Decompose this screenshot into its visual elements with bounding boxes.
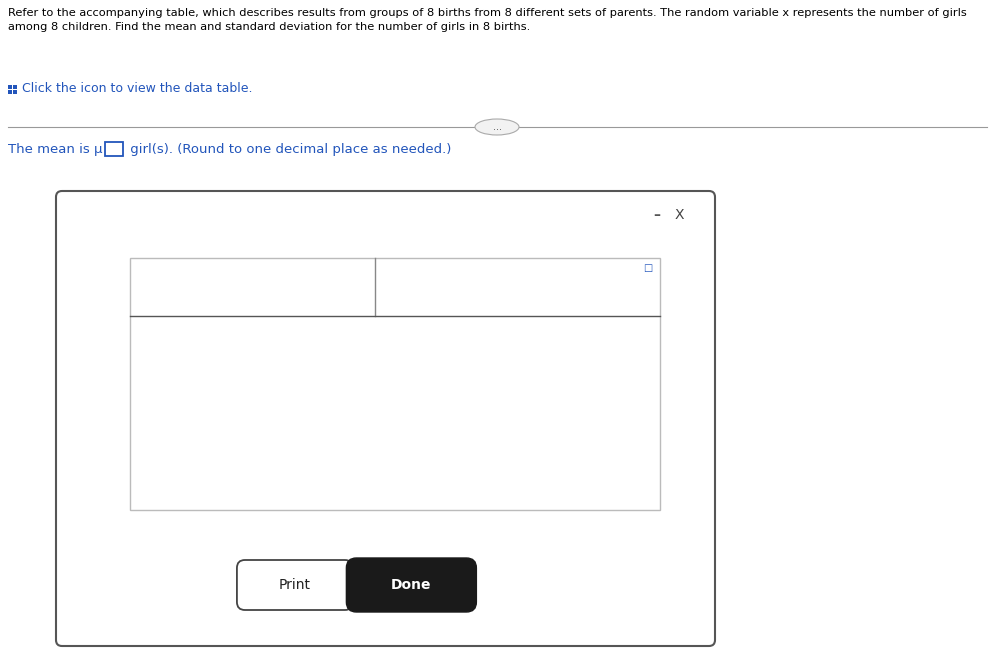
Text: Done: Done bbox=[391, 578, 431, 592]
Text: 0.219: 0.219 bbox=[426, 395, 462, 408]
Bar bbox=[130, 258, 659, 510]
Text: 0.005: 0.005 bbox=[426, 502, 462, 515]
Text: ...: ... bbox=[492, 122, 501, 132]
Bar bbox=[13, 90, 17, 94]
Bar bbox=[13, 85, 17, 89]
Text: 8: 8 bbox=[285, 502, 293, 515]
Text: 0.103: 0.103 bbox=[426, 373, 462, 386]
Text: 0.028: 0.028 bbox=[426, 480, 462, 493]
Text: □: □ bbox=[643, 263, 652, 273]
Text: 0.102: 0.102 bbox=[426, 459, 462, 472]
Text: 0.301: 0.301 bbox=[426, 416, 462, 429]
Text: 0.029: 0.029 bbox=[426, 352, 462, 365]
Text: 0.002: 0.002 bbox=[426, 330, 462, 343]
Text: Click the icon to view the data table.: Click the icon to view the data table. bbox=[22, 82, 252, 95]
Bar bbox=[8, 90, 12, 94]
Text: girl(s). (Round to one decimal place as needed.): girl(s). (Round to one decimal place as … bbox=[126, 143, 451, 156]
Text: Girls x: Girls x bbox=[267, 284, 312, 297]
Text: 3: 3 bbox=[286, 395, 293, 408]
Text: X: X bbox=[674, 208, 683, 222]
FancyBboxPatch shape bbox=[105, 142, 123, 156]
Text: –: – bbox=[653, 208, 660, 222]
Text: Refer to the accompanying table, which describes results from groups of 8 births: Refer to the accompanying table, which d… bbox=[8, 8, 966, 18]
Text: 0: 0 bbox=[285, 330, 293, 343]
Text: 7: 7 bbox=[285, 480, 293, 493]
FancyBboxPatch shape bbox=[237, 560, 353, 610]
Text: 6: 6 bbox=[286, 459, 293, 472]
Text: Table of numbers of girls and probabilities: Table of numbers of girls and probabilit… bbox=[161, 245, 571, 264]
Text: Number of: Number of bbox=[252, 270, 327, 283]
Text: The mean is μ =: The mean is μ = bbox=[8, 143, 118, 156]
Text: 2: 2 bbox=[286, 373, 293, 386]
Text: 4: 4 bbox=[286, 416, 293, 429]
Text: Print: Print bbox=[278, 578, 310, 592]
Text: 0.211: 0.211 bbox=[426, 437, 462, 450]
FancyBboxPatch shape bbox=[346, 558, 476, 612]
FancyBboxPatch shape bbox=[56, 191, 715, 646]
Text: among 8 children. Find the mean and standard deviation for the number of girls i: among 8 children. Find the mean and stan… bbox=[8, 22, 530, 32]
Bar bbox=[8, 85, 12, 89]
Text: 5: 5 bbox=[285, 437, 293, 450]
Text: P(x): P(x) bbox=[430, 284, 459, 297]
Ellipse shape bbox=[474, 119, 519, 135]
Text: 1: 1 bbox=[286, 352, 293, 365]
